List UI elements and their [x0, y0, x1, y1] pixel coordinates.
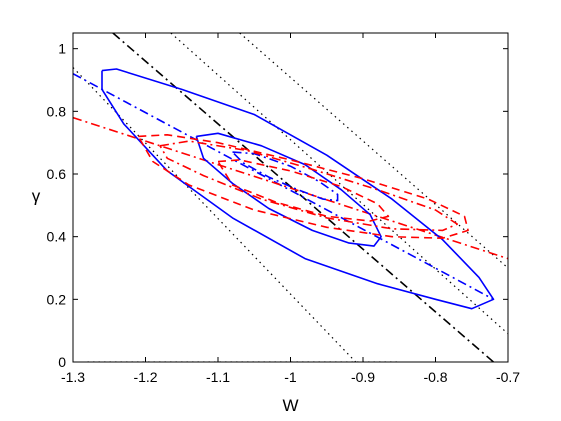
series-line-1 — [170, 33, 508, 335]
y-tick-label: 0.6 — [47, 166, 67, 182]
y-tick-label: 0.4 — [47, 229, 67, 245]
x-axis-ticks: -1.3 -1.2 -1.1 -1 -0.9 -0.8 -0.7 — [61, 33, 520, 385]
series-ellipse-11 — [217, 159, 390, 222]
series-line-0 — [73, 67, 357, 362]
x-axis-label: W — [282, 396, 298, 415]
series-ellipse-8 — [195, 132, 382, 247]
x-tick-label: -1 — [284, 369, 297, 385]
series-line-6 — [73, 116, 508, 260]
y-tick-label: 0.8 — [47, 103, 67, 119]
plot-frame — [72, 32, 509, 363]
y-tick-label: 0.2 — [47, 291, 67, 307]
y-axis-ticks: 0 0.2 0.4 0.6 0.8 1 — [47, 41, 508, 370]
y-tick-label: 1 — [58, 41, 66, 57]
series-ellipse-9 — [231, 151, 339, 202]
x-tick-label: -0.8 — [423, 369, 447, 385]
x-tick-label: -1.1 — [206, 369, 230, 385]
series-line-5 — [73, 72, 494, 301]
x-tick-label: -0.9 — [351, 369, 375, 385]
series-line-2 — [239, 33, 508, 269]
x-tick-label: -1.3 — [61, 369, 85, 385]
y-axis-label: γ — [32, 187, 41, 206]
y-tick-label: 0 — [58, 354, 66, 370]
plot-series-group — [73, 33, 508, 362]
x-tick-label: -1.2 — [133, 369, 157, 385]
series-ellipse-10 — [137, 134, 469, 239]
x-tick-label: -0.7 — [496, 369, 520, 385]
series-ellipse-7 — [101, 68, 495, 310]
series-ellipse-12 — [159, 140, 459, 232]
